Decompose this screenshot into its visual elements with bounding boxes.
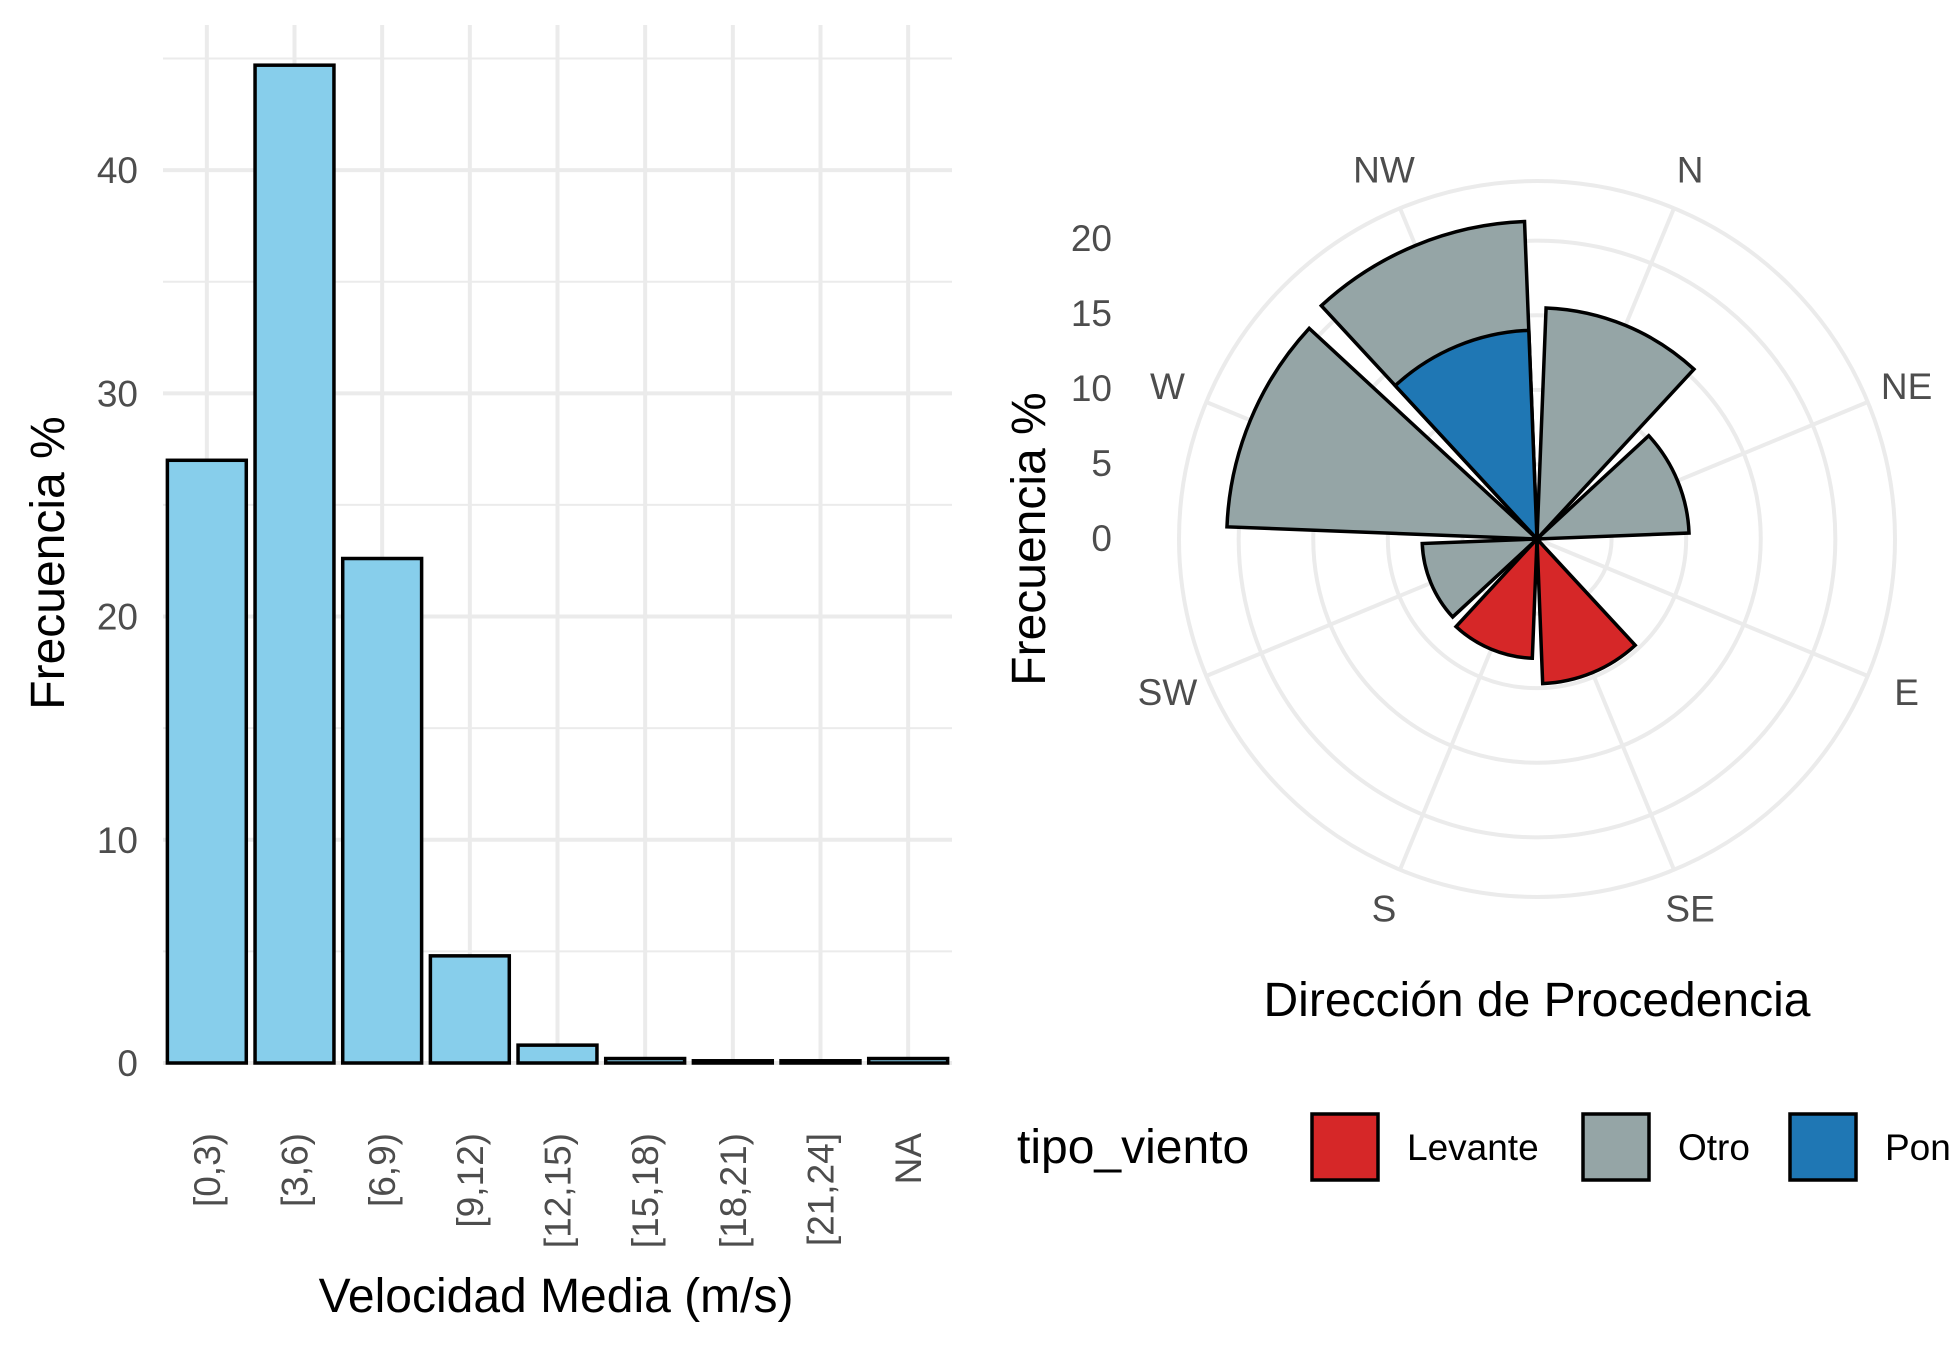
histogram-x-tick-label: [21,24] (801, 1133, 842, 1246)
wind-rose-direction-label-w: W (1150, 366, 1185, 407)
wind-rose-direction-label-nw: NW (1353, 149, 1415, 190)
wind-rose-direction-label-sw: SW (1138, 672, 1198, 713)
wind-rose-radial-ticks: 0 5 10 15 20 (1071, 218, 1112, 559)
wind-rose-y-axis-title: Frecuencia % (1003, 392, 1056, 685)
wind-rose-direction-label-e: E (1894, 672, 1919, 713)
wind-rose-sector-poniente-nw (1392, 328, 1539, 544)
legend-label-poniente: Poniente (1885, 1127, 1950, 1168)
wind-rose: 0 5 10 15 20 N NE E SE S SW W NW Dirección de Proce… (1003, 149, 1932, 1027)
histogram-y-tick-label: 40 (97, 150, 138, 191)
wind-rose-ring (1311, 313, 1763, 765)
histogram-bar (691, 1059, 775, 1065)
wind-rose-radial-tick-label: 20 (1071, 218, 1112, 259)
legend-title: tipo_viento (1017, 1121, 1249, 1174)
legend-label-levante: Levante (1407, 1127, 1539, 1168)
wind-rose-ring (1385, 387, 1689, 691)
histogram-x-axis-title: Velocidad Media (m/s) (319, 1270, 794, 1323)
wind-rose-direction-label-s: S (1372, 889, 1397, 930)
wind-rose-ring (1236, 238, 1838, 840)
wind-rose-radial-tick-label: 0 (1091, 518, 1112, 559)
histogram-x-tick-label: NA (888, 1133, 929, 1185)
wind-rose-sector-otro-sw (1420, 537, 1542, 620)
legend-key-levante (1310, 1112, 1380, 1182)
wind-rose-sectors (1225, 219, 1697, 686)
wind-rose-direction-label-se: SE (1665, 889, 1714, 930)
wind-rose-direction-label-n: N (1677, 149, 1704, 190)
histogram-y-tick-label: 0 (117, 1043, 138, 1084)
wind-rose-ring (1177, 179, 1897, 899)
wind-rose-radial-tick-label: 5 (1091, 443, 1112, 484)
histogram-x-tick-label: [18,21) (713, 1133, 754, 1248)
histogram-bars (165, 63, 950, 1065)
histogram-x-tick-label: [9,12) (450, 1133, 491, 1228)
histogram-bar (866, 1056, 950, 1065)
histogram-bar (253, 63, 336, 1065)
histogram-x-tick-label: [12,15) (538, 1133, 579, 1248)
histogram-x-tick-label: [3,6) (275, 1133, 316, 1207)
histogram-x-ticks: [0,3) [3,6) [6,9) [9,12) [12,15) [15,18) [18,2… (187, 1133, 929, 1249)
wind-rose-radial-tick-label: 10 (1071, 368, 1112, 409)
histogram-bar (165, 458, 249, 1065)
wind-rose-ring (1460, 462, 1614, 616)
histogram-y-tick-label: 30 (97, 373, 138, 414)
legend-items: Levante Otro Poniente (1310, 1112, 1950, 1182)
histogram-bar (516, 1043, 599, 1065)
wind-rose-sector-otro-ne (1532, 433, 1691, 541)
speed-histogram: 0 10 20 30 40 [0,3) [3,6) [6,9) [9,12) [12,15) [1… (22, 25, 952, 1323)
histogram-y-tick-label: 20 (97, 597, 138, 638)
histogram-x-tick-label: [0,3) (187, 1133, 228, 1207)
histogram-x-tick-label: [15,18) (625, 1133, 666, 1248)
wind-rose-sector-levante-s (1453, 534, 1539, 661)
wind-rose-sector-otro-w (1225, 325, 1542, 541)
legend-key-poniente (1788, 1112, 1858, 1182)
histogram-y-ticks: 0 10 20 30 40 (97, 150, 138, 1084)
wind-rose-sector-otro-n (1535, 306, 1697, 544)
wind-rose-direction-label-ne: NE (1881, 366, 1932, 407)
histogram-x-tick-label: [6,9) (362, 1133, 403, 1207)
histogram-bar (428, 954, 512, 1065)
histogram-y-axis-title: Frecuencia % (22, 416, 75, 709)
wind-rose-x-axis-title: Dirección de Procedencia (1264, 974, 1811, 1027)
histogram-bar (603, 1056, 687, 1065)
legend: tipo_viento Levante Otro Poniente (1017, 1112, 1950, 1182)
histogram-y-tick-label: 10 (97, 820, 138, 861)
wind-rose-sector-levante-se (1535, 534, 1638, 686)
legend-key-otro (1581, 1112, 1651, 1182)
wind-rose-radial-tick-label: 15 (1071, 293, 1112, 334)
wind-rose-direction-labels: N NE E SE S SW W NW (1138, 149, 1933, 929)
wind-rose-spoke (1536, 537, 1869, 678)
legend-label-otro: Otro (1678, 1127, 1750, 1168)
histogram-bar (779, 1059, 862, 1065)
histogram-bar (340, 556, 424, 1065)
